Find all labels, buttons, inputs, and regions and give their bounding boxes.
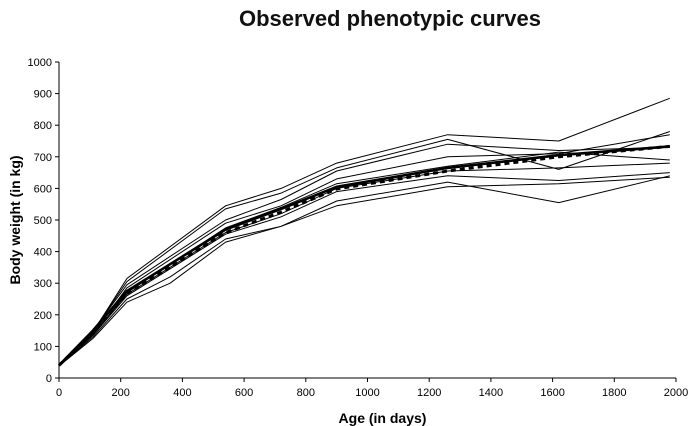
series-line-9 xyxy=(59,177,670,366)
series-line-4 xyxy=(59,135,670,366)
y-tick-label: 800 xyxy=(34,120,52,132)
x-tick-label: 200 xyxy=(112,387,130,399)
y-axis-title: Body weight (in kg) xyxy=(7,155,23,284)
x-tick-label: 0 xyxy=(56,387,62,399)
series-line-8 xyxy=(59,176,670,366)
series-line-1 xyxy=(59,98,670,365)
y-tick-label: 200 xyxy=(34,310,52,322)
x-axis-title: Age (in days) xyxy=(339,410,427,426)
x-tick-label: 1000 xyxy=(355,387,379,399)
y-tick-label: 500 xyxy=(34,215,52,227)
y-tick-label: 600 xyxy=(34,183,52,195)
y-tick-label: 0 xyxy=(46,373,52,385)
x-tick-label: 1800 xyxy=(602,387,626,399)
y-tick-label: 300 xyxy=(34,278,52,290)
x-tick-label: 1200 xyxy=(417,387,441,399)
x-tick-label: 600 xyxy=(235,387,253,399)
y-tick-label: 1000 xyxy=(28,57,52,69)
y-tick-label: 100 xyxy=(34,341,52,353)
x-tick-label: 400 xyxy=(173,387,191,399)
y-tick-label: 400 xyxy=(34,247,52,259)
y-tick-label: 900 xyxy=(34,89,52,101)
x-tick-label: 1400 xyxy=(479,387,503,399)
x-tick-label: 1600 xyxy=(540,387,564,399)
x-tick-label: 2000 xyxy=(664,387,688,399)
x-tick-label: 800 xyxy=(297,387,315,399)
series-line-3 xyxy=(59,144,670,365)
y-tick-label: 700 xyxy=(34,152,52,164)
